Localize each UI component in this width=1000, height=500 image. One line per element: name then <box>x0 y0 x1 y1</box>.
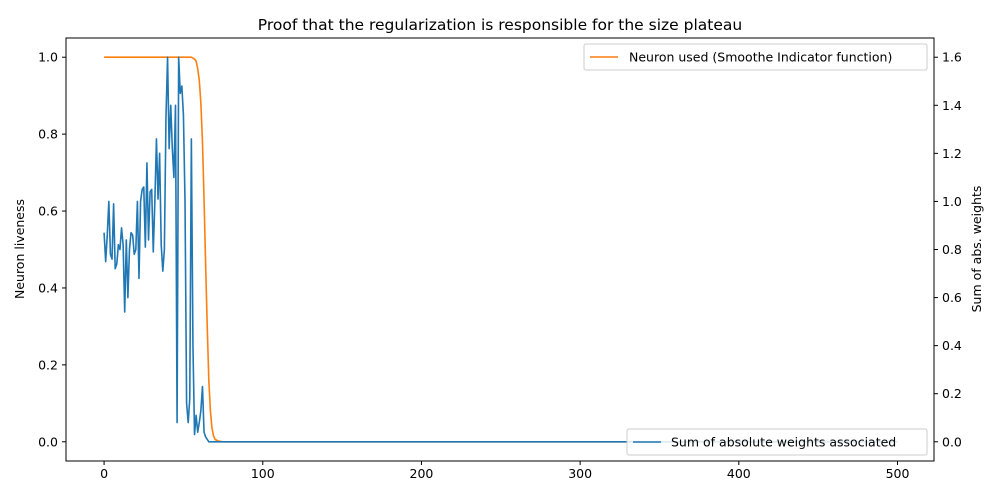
x-tick-label: 200 <box>410 466 434 481</box>
x-tick-label: 300 <box>568 466 592 481</box>
x-tick-label: 100 <box>251 466 275 481</box>
y-tick-label-left: 1.0 <box>38 50 58 65</box>
series-line-sum-weights <box>103 56 898 443</box>
legend-entry-sum-weights: Sum of absolute weights associated <box>671 435 896 450</box>
y-tick-label-right: 1.6 <box>942 50 962 65</box>
y-tick-label-right: 0.4 <box>942 338 962 353</box>
x-tick-label: 500 <box>886 466 910 481</box>
y-tick-label-right: 0.0 <box>942 434 962 449</box>
plot-area <box>103 56 898 443</box>
y-tick-label-left: 0.0 <box>38 434 58 449</box>
y-tick-label-right: 1.0 <box>942 194 962 209</box>
chart-title: Proof that the regularization is respons… <box>258 16 742 34</box>
axes: 0 100 200 300 400 500 0.0 0.2 0.4 0.6 0.8 1.0 0.0 0.2… <box>38 50 962 481</box>
y-tick-label-right: 1.4 <box>942 98 962 113</box>
legend-box <box>626 428 928 456</box>
x-tick-label: 0 <box>100 466 108 481</box>
y-axis-label-right: Sum of abs. weights <box>969 186 984 313</box>
y-tick-label-left: 0.2 <box>38 357 58 372</box>
y-tick-label-right: 1.2 <box>942 146 962 161</box>
y-tick-label-left: 0.6 <box>38 204 58 219</box>
y-axis-label-left: Neuron liveness <box>12 199 27 299</box>
legend-upper-right: Neuron used (Smoothe Indicator function) <box>583 43 928 71</box>
legend-lower-right: Sum of absolute weights associated <box>626 428 928 456</box>
y-tick-label-left: 0.8 <box>38 127 58 142</box>
legend-entry-neuron-used: Neuron used (Smoothe Indicator function) <box>629 50 892 65</box>
y-tick-label-left: 0.4 <box>38 280 58 295</box>
legend-box <box>583 43 928 71</box>
y-tick-label-right: 0.6 <box>942 290 962 305</box>
y-tick-label-right: 0.2 <box>942 386 962 401</box>
x-tick-label: 400 <box>727 466 751 481</box>
y-tick-label-right: 0.8 <box>942 242 962 257</box>
